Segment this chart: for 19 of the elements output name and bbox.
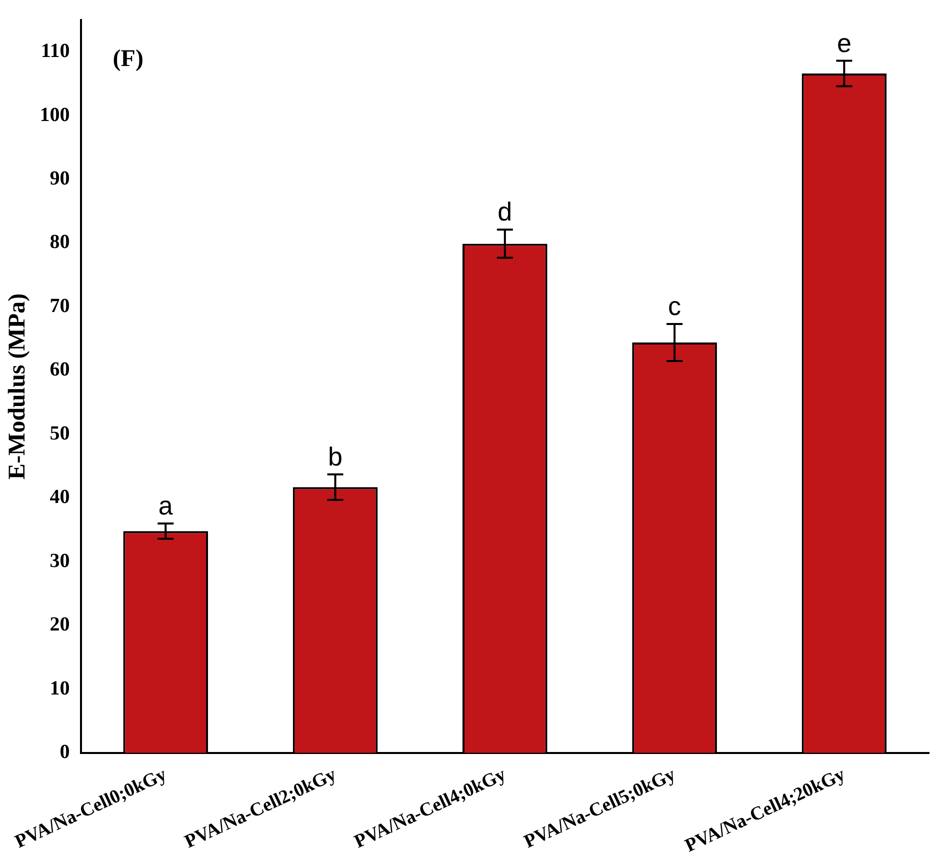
y-tick-label: 60 (50, 358, 70, 381)
y-tick-label: 90 (50, 167, 70, 190)
y-tick-label: 110 (40, 40, 70, 62)
y-tick-label: 0 (60, 741, 70, 764)
y-tick-label: 10 (50, 677, 70, 700)
annotation: b (328, 441, 342, 472)
y-tick-label: 40 (50, 486, 70, 508)
y-tick-label: 20 (50, 614, 70, 636)
y-tick-label: 30 (50, 550, 70, 572)
y-axis-title: E-Modulus (MPa) (4, 293, 31, 480)
annotation: e (836, 28, 852, 58)
annotation: (F) (112, 46, 144, 72)
y-tick-label: 70 (50, 294, 70, 317)
y-tick-label: 100 (40, 104, 70, 126)
y-tick-label: 50 (50, 422, 70, 444)
annotation: a (158, 490, 174, 520)
annotation: c (668, 290, 682, 321)
annotation: d (498, 196, 512, 227)
y-tick-label: 80 (50, 231, 70, 254)
